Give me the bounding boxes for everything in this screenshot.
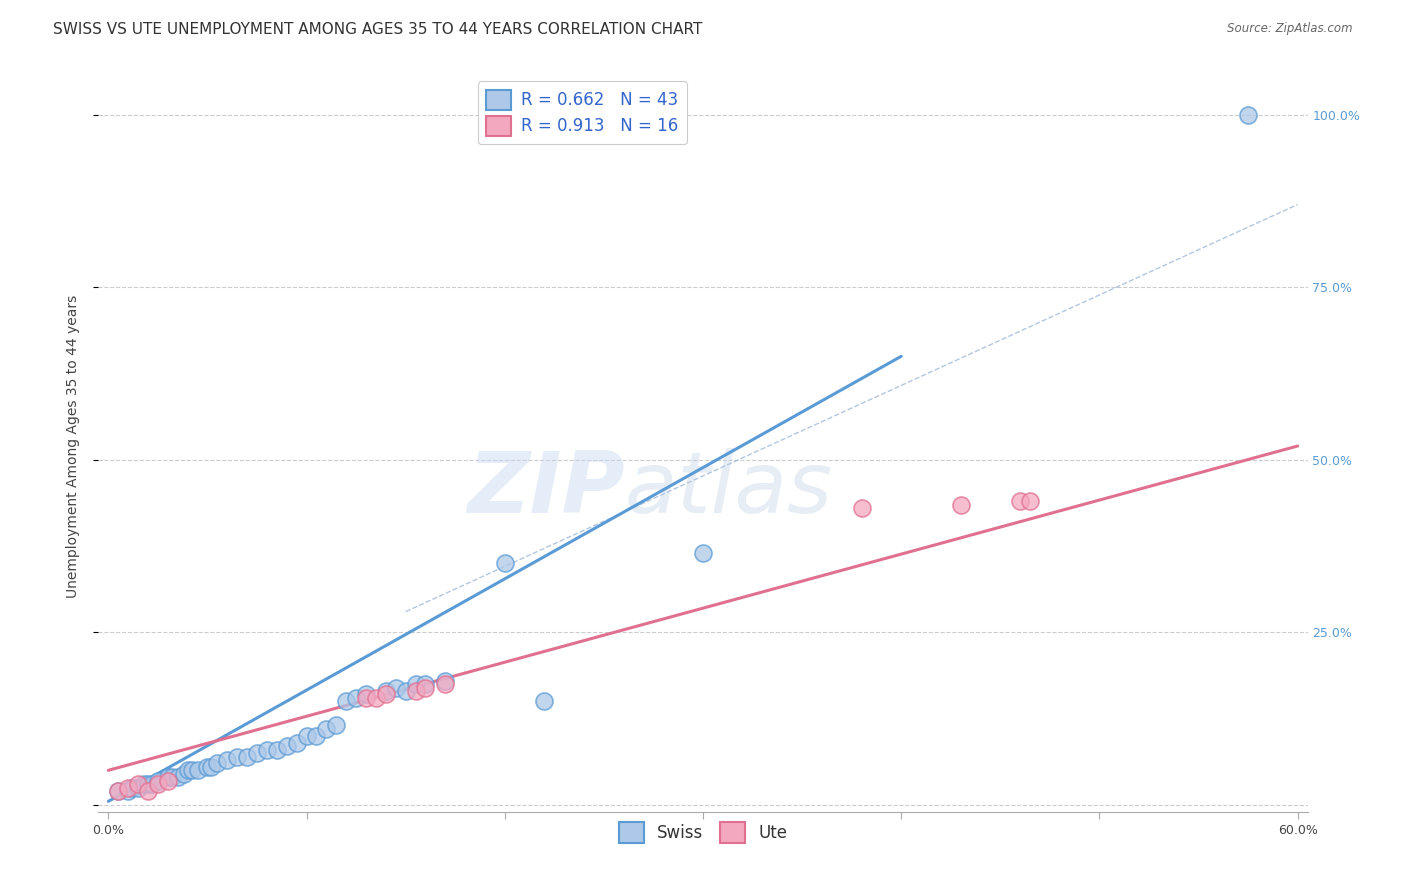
Point <box>186 764 208 778</box>
Point <box>146 777 169 791</box>
Text: atlas: atlas <box>624 449 832 532</box>
Point <box>1019 494 1042 508</box>
Point <box>415 677 437 691</box>
Point <box>315 722 337 736</box>
Point <box>266 742 288 756</box>
Point <box>107 784 129 798</box>
Text: ZIP: ZIP <box>467 449 624 532</box>
Point <box>325 718 347 732</box>
Point <box>295 729 318 743</box>
Point <box>395 684 418 698</box>
Point <box>132 777 155 791</box>
Point <box>384 681 406 695</box>
Point <box>692 546 714 560</box>
Point <box>136 777 159 791</box>
Point <box>117 780 139 795</box>
Point <box>434 677 457 691</box>
Point <box>176 764 198 778</box>
Point <box>197 760 219 774</box>
Point <box>121 780 143 795</box>
Point <box>146 773 169 788</box>
Point <box>127 777 149 791</box>
Y-axis label: Unemployment Among Ages 35 to 44 years: Unemployment Among Ages 35 to 44 years <box>66 294 80 598</box>
Point <box>117 784 139 798</box>
Point <box>405 684 427 698</box>
Point <box>374 684 396 698</box>
Point <box>236 749 259 764</box>
Point <box>207 756 229 771</box>
Point <box>107 784 129 798</box>
Point <box>374 687 396 701</box>
Point <box>156 770 179 784</box>
Point <box>217 753 239 767</box>
Point <box>136 784 159 798</box>
Point <box>276 739 298 754</box>
Point <box>256 742 278 756</box>
Point <box>533 694 555 708</box>
Point <box>415 681 437 695</box>
Point <box>156 773 179 788</box>
Point <box>1237 108 1260 122</box>
Point <box>305 729 328 743</box>
Point <box>354 687 377 701</box>
Point <box>200 760 222 774</box>
Point <box>285 736 308 750</box>
Point <box>949 498 972 512</box>
Text: Source: ZipAtlas.com: Source: ZipAtlas.com <box>1227 22 1353 36</box>
Point <box>335 694 357 708</box>
Point <box>344 690 367 705</box>
Point <box>141 777 163 791</box>
Point <box>173 766 195 780</box>
Point <box>166 770 188 784</box>
Point <box>434 673 457 688</box>
Text: SWISS VS UTE UNEMPLOYMENT AMONG AGES 35 TO 44 YEARS CORRELATION CHART: SWISS VS UTE UNEMPLOYMENT AMONG AGES 35 … <box>53 22 703 37</box>
Point <box>494 557 516 571</box>
Point <box>354 690 377 705</box>
Point <box>405 677 427 691</box>
Point <box>160 770 183 784</box>
Point <box>364 690 387 705</box>
Point <box>180 764 202 778</box>
Point <box>127 780 149 795</box>
Point <box>1010 494 1032 508</box>
Legend: Swiss, Ute: Swiss, Ute <box>610 814 796 851</box>
Point <box>226 749 249 764</box>
Point <box>851 501 873 516</box>
Point <box>246 746 269 760</box>
